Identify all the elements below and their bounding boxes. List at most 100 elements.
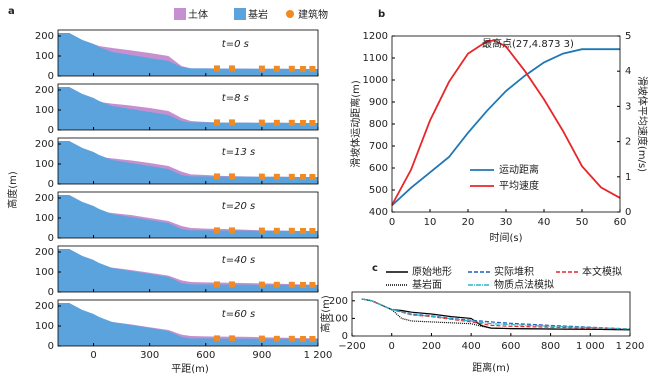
annotation: 最高点(27,4.873 3): [482, 37, 574, 50]
x-tick-label: 0: [389, 341, 395, 352]
plot-frame: [351, 291, 631, 337]
y-tick-label: 100: [35, 213, 54, 224]
series-line: [361, 298, 631, 331]
building: [300, 336, 307, 342]
x-tick-label: −200: [338, 341, 365, 352]
panel-frame: [57, 83, 319, 131]
series-line: [391, 39, 621, 206]
building: [309, 336, 316, 342]
y-tick-label: 0: [48, 179, 54, 190]
y2-tick-label: 1: [625, 172, 631, 183]
x-axis-label: 平距(m): [171, 363, 209, 375]
y-tick-label: 1000: [363, 75, 388, 86]
y-tick-label: 0: [48, 341, 54, 352]
x-tick-label: 0: [389, 217, 395, 228]
building: [258, 335, 265, 342]
panel-title: a: [8, 6, 15, 17]
building: [300, 282, 307, 288]
y-tick-label: 500: [369, 185, 388, 196]
x-tick-label: 10: [424, 217, 437, 228]
y-tick-label: 0: [48, 71, 54, 82]
building: [309, 120, 316, 126]
y2-tick-label: 4: [625, 66, 631, 77]
legend-label: 物质点法模拟: [494, 278, 554, 291]
bedrock-area: [58, 249, 318, 292]
bedrock-area: [58, 195, 318, 238]
y-tick-label: 200: [35, 301, 54, 312]
x-tick-label: 20: [462, 217, 475, 228]
series-line: [361, 298, 631, 330]
y-tick-label: 0: [48, 233, 54, 244]
building: [309, 174, 316, 180]
panel-frame: [57, 191, 319, 239]
building: [309, 66, 316, 72]
bedrock-area: [58, 141, 318, 184]
building: [273, 227, 280, 234]
series-line: [391, 48, 620, 207]
building: [228, 173, 235, 180]
y-tick-label: 100: [35, 51, 54, 62]
building: [213, 281, 220, 288]
x-tick-label: 1 200: [616, 341, 645, 352]
legend-label: 建筑物: [298, 8, 328, 21]
y-axis-label: 滑坡体运动距离(m): [349, 80, 362, 168]
building: [300, 174, 307, 180]
y-tick-label: 800: [369, 119, 388, 130]
building: [213, 119, 220, 126]
y-axis-label: 高度(m): [6, 171, 19, 209]
y-tick-label: 200: [35, 31, 54, 42]
x-tick-label: 800: [541, 341, 560, 352]
building: [273, 335, 280, 342]
legend-label: 基岩面: [412, 278, 442, 291]
x-tick-label: 300: [140, 350, 159, 361]
y-tick-label: 200: [329, 296, 348, 307]
building: [213, 335, 220, 342]
building: [300, 228, 307, 234]
building: [309, 282, 316, 288]
time-label: t=20 s: [222, 201, 255, 212]
y-axis-label: 高度(m): [319, 295, 332, 333]
y-tick-label: 100: [35, 105, 54, 116]
panel-title: b: [378, 9, 385, 20]
y-tick-label: 200: [35, 139, 54, 150]
x-tick-label: 900: [252, 350, 271, 361]
building: [213, 227, 220, 234]
plot-frame: [391, 35, 621, 213]
x-axis-label: 距离(m): [472, 361, 510, 374]
y-tick-label: 1100: [363, 53, 388, 64]
y-tick-label: 200: [35, 193, 54, 204]
building: [228, 335, 235, 342]
building: [273, 65, 280, 72]
x-tick-label: 600: [196, 350, 215, 361]
x-tick-label: 60: [614, 217, 627, 228]
time-label: t=13 s: [222, 147, 255, 158]
building: [213, 173, 220, 180]
x-axis-label: 时间(s): [489, 231, 522, 244]
y-tick-label: 200: [35, 85, 54, 96]
building: [273, 119, 280, 126]
legend-label: 实际堆积: [494, 265, 534, 278]
y2-tick-label: 2: [625, 137, 631, 148]
legend-marker: [234, 8, 246, 20]
legend-label: 原始地形: [412, 265, 452, 278]
y2-tick-label: 5: [625, 31, 631, 42]
building: [228, 227, 235, 234]
panel-frame: [57, 245, 319, 293]
building: [228, 281, 235, 288]
x-tick-label: 40: [538, 217, 551, 228]
building: [288, 65, 295, 72]
y2-tick-label: 0: [625, 207, 631, 218]
building: [273, 173, 280, 180]
y-tick-label: 200: [35, 247, 54, 258]
y-tick-label: 0: [48, 125, 54, 136]
building: [300, 66, 307, 72]
bedrock-area: [58, 87, 318, 130]
bedrock-area: [58, 33, 318, 76]
panel-frame: [57, 299, 319, 347]
building: [258, 65, 265, 72]
building: [258, 119, 265, 126]
legend-label: 基岩: [248, 8, 268, 21]
y2-tick-label: 3: [625, 101, 631, 112]
x-tick-label: 0: [90, 350, 96, 361]
building: [258, 173, 265, 180]
